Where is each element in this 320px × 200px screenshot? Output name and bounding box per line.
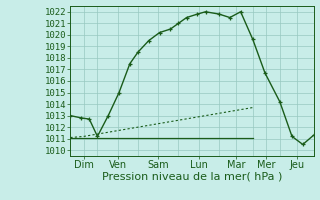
- X-axis label: Pression niveau de la mer( hPa ): Pression niveau de la mer( hPa ): [102, 172, 282, 182]
